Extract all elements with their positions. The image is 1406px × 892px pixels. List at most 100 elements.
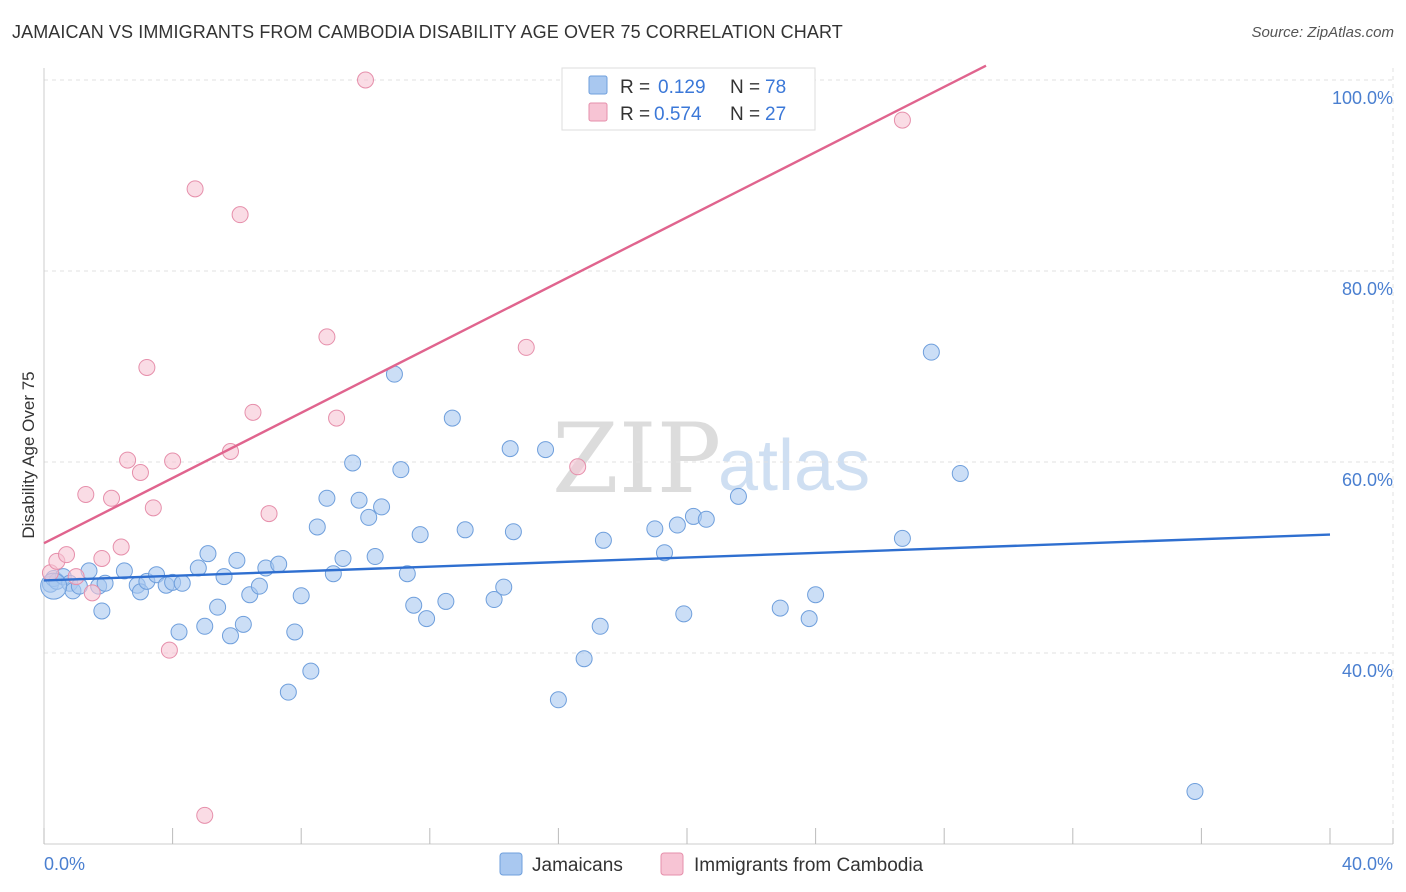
- cambodia-point-16: [196, 806, 214, 824]
- jamaicans-point-29: [250, 577, 268, 595]
- jamaicans-point-37: [318, 489, 336, 507]
- jamaicans-point-38: [324, 565, 342, 583]
- bottom-legend-label-cambodia: Immigrants from Cambodia: [694, 855, 924, 876]
- jamaicans-point-58: [537, 441, 555, 459]
- jamaicans-point-48: [405, 596, 423, 614]
- cambodia-point-23: [357, 71, 374, 89]
- jamaicans-point-72: [807, 586, 825, 604]
- jamaicans-point-31: [270, 555, 288, 573]
- y-tick-label-60: 60.0%: [1342, 470, 1393, 490]
- legend-r-value-0: 0.129: [658, 77, 706, 98]
- cambodia-point-13: [160, 641, 178, 659]
- cambodia-point-11: [138, 358, 156, 376]
- jamaicans-point-55: [495, 578, 513, 596]
- legend-n-value-1: 27: [765, 104, 786, 125]
- legend-r-label-1: R =: [620, 104, 650, 125]
- jamaicans-point-62: [594, 531, 612, 549]
- cambodia-point-21: [318, 328, 336, 346]
- jamaicans-point-27: [234, 615, 252, 633]
- jamaicans-point-32: [279, 683, 297, 701]
- jamaicans-point-10: [93, 602, 111, 620]
- cambodia-point-3: [67, 568, 85, 586]
- jamaicans-point-51: [437, 592, 455, 610]
- jamaicans-point-41: [350, 491, 368, 509]
- top-legend: R = 0.129 N = 78 R = 0.574 N = 27: [561, 67, 816, 131]
- legend-n-label-1: N =: [730, 104, 760, 125]
- jamaicans-point-44: [373, 498, 391, 516]
- watermark: ZIP atlas: [552, 403, 870, 515]
- jamaicans-point-18: [173, 574, 191, 592]
- jamaicans-point-21: [196, 617, 214, 635]
- cambodia-point-26: [893, 111, 911, 129]
- legend-swatch-cambodia: [588, 102, 608, 122]
- jamaicans-point-42: [360, 508, 378, 526]
- y-tick-label-40: 40.0%: [1342, 661, 1393, 681]
- jamaicans-point-73: [893, 529, 911, 547]
- jamaicans-point-25: [221, 627, 239, 645]
- jamaicans-point-47: [398, 565, 416, 583]
- legend-n-label-0: N =: [730, 77, 760, 98]
- jamaicans-point-50: [418, 610, 436, 628]
- cambodia-trend-line: [43, 64, 987, 545]
- y-tick-label-80: 80.0%: [1342, 279, 1393, 299]
- jamaicans-point-52: [443, 409, 461, 427]
- jamaicans-point-54: [485, 591, 503, 609]
- jamaicans-point-15: [148, 566, 166, 584]
- legend-r-value-1: 0.574: [654, 104, 702, 125]
- cambodia-point-5: [83, 584, 101, 602]
- jamaicans-point-33: [286, 623, 304, 641]
- cambodia-point-24: [517, 338, 535, 356]
- bottom-legend-label-jamaicans: Jamaicans: [532, 855, 623, 876]
- legend-swatch-jamaicans: [588, 75, 608, 95]
- cambodia-points: [41, 71, 911, 824]
- jamaicans-point-11: [115, 562, 133, 580]
- jamaicans-point-75: [951, 464, 969, 482]
- bottom-legend-swatch-jamaicans: [499, 852, 523, 876]
- x-tick-label-left: 0.0%: [44, 854, 85, 874]
- jamaicans-trend-line: [43, 533, 1331, 582]
- cambodia-point-9: [119, 451, 137, 469]
- cambodia-point-4: [77, 485, 95, 503]
- bottom-legend-swatch-cambodia: [660, 852, 684, 876]
- jamaicans-point-76: [1186, 782, 1204, 800]
- y-tick-label-100: 100.0%: [1332, 88, 1393, 108]
- jamaicans-point-53: [456, 521, 474, 539]
- jamaicans-point-69: [729, 487, 747, 505]
- jamaicans-point-23: [209, 598, 227, 616]
- jamaicans-points: [40, 343, 1204, 800]
- cambodia-point-2: [58, 546, 76, 564]
- trend-lines: [43, 64, 1331, 582]
- y-tick-labels: 40.0% 60.0% 80.0% 100.0%: [1332, 88, 1393, 681]
- jamaicans-point-56: [501, 440, 519, 458]
- jamaicans-point-46: [392, 461, 410, 479]
- cambodia-point-22: [328, 409, 346, 427]
- jamaicans-point-74: [922, 343, 940, 361]
- axes: [43, 68, 1394, 845]
- bottom-legend: Jamaicans Immigrants from Cambodia: [499, 852, 924, 876]
- jamaicans-point-70: [771, 599, 789, 617]
- cambodia-point-15: [186, 180, 204, 198]
- jamaicans-point-65: [668, 516, 686, 534]
- jamaicans-point-57: [504, 523, 522, 541]
- cambodia-point-6: [93, 549, 111, 567]
- legend-r-label-0: R =: [620, 77, 650, 98]
- jamaicans-point-63: [646, 520, 664, 538]
- jamaicans-point-24: [215, 568, 233, 586]
- chart-title: JAMAICAN VS IMMIGRANTS FROM CAMBODIA DIS…: [12, 22, 843, 42]
- chart-source: Source: ZipAtlas.com: [1251, 24, 1394, 41]
- cambodia-point-19: [244, 403, 262, 421]
- cambodia-point-10: [131, 464, 149, 482]
- jamaicans-point-40: [344, 454, 362, 472]
- jamaicans-point-36: [308, 518, 326, 536]
- jamaicans-point-19: [170, 623, 188, 641]
- cambodia-point-8: [112, 538, 130, 556]
- jamaicans-point-68: [697, 510, 715, 528]
- y-axis-label: Disability Age Over 75: [19, 371, 38, 538]
- jamaicans-point-49: [411, 526, 429, 544]
- cambodia-point-7: [103, 489, 121, 507]
- jamaicans-point-71: [800, 610, 818, 628]
- x-tick-label-right: 40.0%: [1342, 854, 1393, 874]
- jamaicans-point-60: [575, 650, 593, 668]
- legend-n-value-0: 78: [765, 77, 786, 98]
